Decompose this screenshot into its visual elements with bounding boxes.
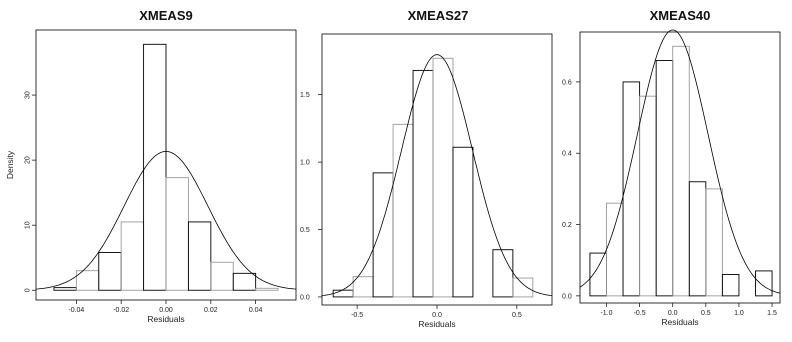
panel-xmeas40: XMEAS40 -1.0 -0.5 0.0 0.5 1.0 1.5 0.0 0.2 0.4 0.6 R… xyxy=(562,0,792,342)
histogram-bar xyxy=(492,249,514,298)
chart-title: XMEAS27 xyxy=(408,8,469,23)
histogram-bar xyxy=(98,252,122,291)
histogram-bar xyxy=(165,177,189,291)
x-axis-label: Residuals xyxy=(418,319,455,329)
histogram-bar xyxy=(332,289,354,298)
histogram-bar xyxy=(622,81,641,297)
histogram-bar xyxy=(705,188,723,297)
chart-title: XMEAS9 xyxy=(139,8,192,23)
y-tick-label: 0 xyxy=(25,288,32,292)
histogram-bar xyxy=(53,287,77,291)
chart-svg-1: XMEAS27 -0.5 0.0 0.5 0.0 0.5 1.0 1.5 Residuals xyxy=(300,8,553,329)
x-tick-label: -0.04 xyxy=(68,307,84,314)
x-tick-label: 0.00 xyxy=(159,307,173,314)
y-tick-label: 30 xyxy=(25,91,32,99)
y-axis-label: Density xyxy=(5,150,15,179)
histogram-bar xyxy=(655,60,674,297)
y-tick-label: 20 xyxy=(25,156,32,164)
histogram-bar xyxy=(432,57,454,298)
histogram-bar xyxy=(755,270,773,297)
normal-density-curve xyxy=(579,29,781,294)
panel-xmeas27: XMEAS27 -0.5 0.0 0.5 0.0 0.5 1.0 1.5 Residuals xyxy=(300,0,562,342)
y-tick-label: 1.0 xyxy=(300,160,310,167)
histogram-bar xyxy=(512,277,534,298)
histogram-bar xyxy=(120,221,145,291)
x-tick-label: 0.0 xyxy=(668,310,678,317)
histogram-bar xyxy=(255,287,279,291)
x-tick-label: 1.5 xyxy=(767,310,777,317)
panel-xmeas9: XMEAS9 -0.04 -0.02 0.00 0.02 0.04 0 10 20 30 Resid… xyxy=(0,0,300,342)
histogram-bar xyxy=(412,69,434,298)
x-tick-label: -0.5 xyxy=(351,312,363,319)
histogram-bar xyxy=(452,146,474,298)
chart-svg-2: XMEAS40 -1.0 -0.5 0.0 0.5 1.0 1.5 0.0 0.2 0.4 0.6 R… xyxy=(562,8,781,327)
x-tick-label: 0.04 xyxy=(249,307,263,314)
plot-frame xyxy=(579,31,781,304)
y-tick-label: 10 xyxy=(25,221,32,229)
histogram-bar xyxy=(392,123,414,298)
histogram-bar xyxy=(352,276,374,298)
histogram-bar xyxy=(187,221,212,291)
x-tick-label: 0.5 xyxy=(512,312,522,319)
x-axis-label: Residuals xyxy=(147,314,184,324)
histogram-bar xyxy=(721,274,740,297)
y-tick-label: 0.0 xyxy=(562,293,572,300)
x-tick-label: -0.5 xyxy=(634,310,646,317)
y-tick-label: 0.4 xyxy=(562,151,572,158)
x-axis-label: Residuals xyxy=(661,317,698,327)
histogram-bar xyxy=(639,95,657,297)
x-tick-label: -0.02 xyxy=(113,307,129,314)
histogram-bar xyxy=(232,272,257,291)
plot-frame xyxy=(321,33,553,306)
histogram-bar xyxy=(143,43,167,291)
histogram-bar xyxy=(589,252,607,297)
y-tick-label: 1.5 xyxy=(300,92,310,99)
histogram-bar xyxy=(672,45,690,297)
x-tick-label: 0.5 xyxy=(701,310,711,317)
chart-svg-0: XMEAS9 -0.04 -0.02 0.00 0.02 0.04 0 10 20 30 Resid… xyxy=(5,8,297,324)
chart-title: XMEAS40 xyxy=(650,8,711,23)
normal-density-curve xyxy=(321,54,553,297)
histogram-bar xyxy=(688,181,707,297)
normal-density-curve xyxy=(35,150,297,290)
x-tick-label: 1.0 xyxy=(734,310,744,317)
y-tick-label: 0.0 xyxy=(300,294,310,301)
x-tick-label: -1.0 xyxy=(600,310,612,317)
histogram-bar xyxy=(372,172,394,298)
histogram-bar xyxy=(210,261,234,291)
y-tick-label: 0.2 xyxy=(562,222,572,229)
histogram-bar xyxy=(606,202,624,297)
y-tick-label: 0.5 xyxy=(300,227,310,234)
x-tick-label: 0.02 xyxy=(204,307,218,314)
y-tick-label: 0.6 xyxy=(562,79,572,86)
x-tick-label: 0.0 xyxy=(432,312,442,319)
